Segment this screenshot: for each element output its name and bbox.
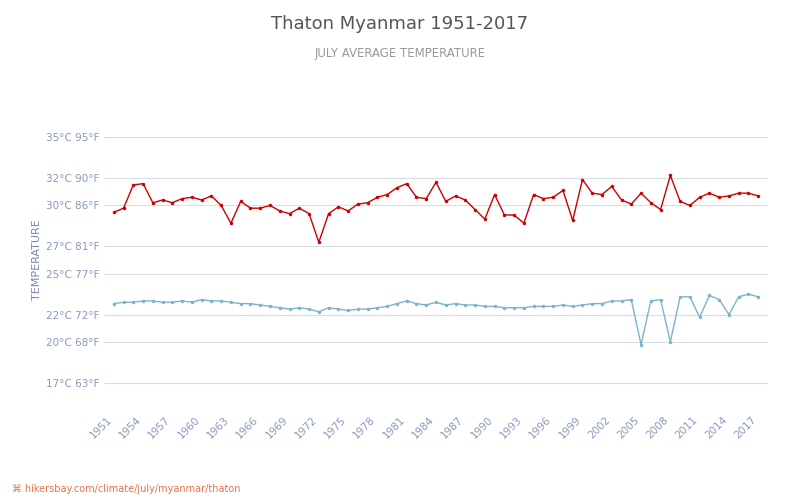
Text: Thaton Myanmar 1951-2017: Thaton Myanmar 1951-2017	[271, 15, 529, 33]
Legend: NIGHT, DAY: NIGHT, DAY	[348, 495, 524, 500]
Text: ⌘ hikersbay.com/climate/july/myanmar/thaton: ⌘ hikersbay.com/climate/july/myanmar/tha…	[12, 484, 241, 494]
Text: JULY AVERAGE TEMPERATURE: JULY AVERAGE TEMPERATURE	[314, 48, 486, 60]
Y-axis label: TEMPERATURE: TEMPERATURE	[32, 220, 42, 300]
